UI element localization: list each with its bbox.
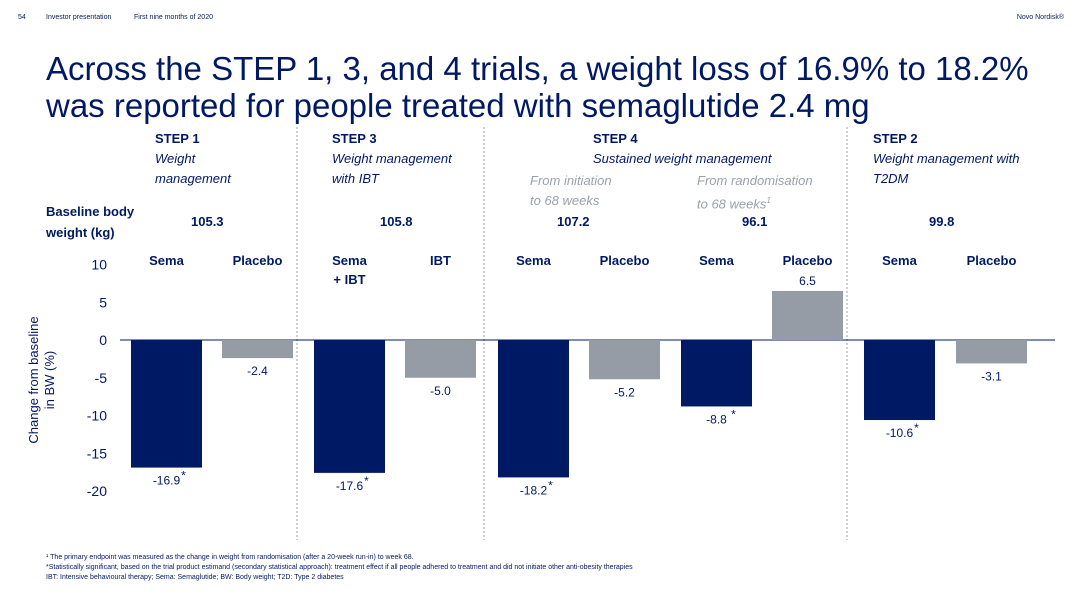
bar-value-label: -5.0	[430, 384, 451, 398]
bar	[681, 340, 752, 407]
bar	[864, 340, 935, 421]
y-tick-label: 0	[99, 332, 107, 348]
footnote-3: IBT: Intensive behavioural therapy; Sema…	[46, 574, 344, 581]
step4-right-sub-2: to 68 weeks	[697, 196, 767, 212]
significance-star: *	[548, 478, 553, 492]
bar-category-label: Sema	[699, 253, 734, 268]
title-line-1: Across the STEP 1, 3, and 4 trials, a we…	[46, 50, 1029, 87]
bar-value-label: -17.6	[336, 479, 364, 493]
step4-left-sub-2: to 68 weeks	[530, 193, 600, 208]
step3-sub-2: with IBT	[332, 171, 379, 186]
bar-category-label: Placebo	[783, 253, 833, 268]
y-tick-label: 10	[91, 257, 107, 273]
step4-right-baseline: 96.1	[742, 214, 768, 229]
step3-name: STEP 3	[332, 131, 377, 146]
y-tick-label: -5	[95, 370, 108, 386]
bar-category-label: + IBT	[333, 272, 365, 287]
y-tick-label: -20	[87, 483, 107, 499]
page-title: Across the STEP 1, 3, and 4 trials, a we…	[46, 50, 1056, 124]
footnote-2: *Statistically significant, based on the…	[46, 564, 633, 571]
significance-star: *	[914, 421, 919, 435]
bar-value-label: -10.6	[886, 426, 914, 440]
bar	[772, 290, 843, 340]
bar	[498, 340, 569, 478]
y-tick-label: 5	[99, 294, 107, 310]
bar	[589, 340, 660, 380]
baseline-label-1: Baseline body	[46, 204, 135, 219]
step3-sub-1: Weight management	[332, 151, 452, 166]
footnote-1: ¹ The primary endpoint was measured as t…	[46, 554, 414, 561]
brand-label: Novo Nordisk®	[1016, 14, 1064, 21]
group-dividers	[296, 127, 848, 540]
bar	[956, 340, 1027, 364]
step2-sub-1: Weight management with	[873, 151, 1020, 166]
bar-value-label: 6.5	[799, 274, 816, 288]
step4-right-sub-1: From randomisation	[697, 173, 813, 188]
step3-header: STEP 3 Weight management with IBT	[332, 131, 452, 189]
bar-category-label: Sema	[332, 253, 367, 268]
bar-value-label: -16.9	[153, 474, 181, 488]
step2-sub-2: T2DM	[873, 171, 909, 186]
step4-left-sub-1: From initiation	[530, 173, 612, 188]
bar-value-label: -8.8	[706, 412, 727, 426]
step3-baseline: 105.8	[380, 214, 413, 229]
step1-header: STEP 1 Weight management	[155, 131, 231, 189]
step4-left-baseline: 107.2	[557, 214, 590, 229]
bar-category-label: Placebo	[967, 253, 1017, 268]
bar-category-label: Sema	[516, 253, 551, 268]
step1-sub-2: management	[155, 171, 231, 186]
step1-baseline: 105.3	[191, 214, 224, 229]
step4-name: STEP 4	[593, 131, 638, 146]
bar	[405, 340, 476, 378]
significance-star: *	[731, 407, 736, 421]
bar-value-label: -18.2	[520, 483, 548, 497]
y-tick-label: -10	[87, 408, 107, 424]
footnote-ref: 1	[766, 196, 771, 205]
bar-value-label: -2.4	[247, 364, 268, 378]
period-label: First nine months of 2020	[134, 14, 213, 21]
baseline-label: Baseline body weight (kg)	[46, 201, 134, 243]
bar-value-label: -3.1	[981, 369, 1002, 383]
significance-star: *	[364, 474, 369, 488]
step2-name: STEP 2	[873, 131, 918, 146]
y-tick-label: -15	[87, 445, 107, 461]
bar-category-label: Sema	[882, 253, 917, 268]
page-number: 54	[18, 14, 26, 21]
step4-sub: Sustained weight management	[593, 151, 772, 166]
step1-sub-1: Weight	[155, 151, 196, 166]
section-label: Investor presentation	[46, 14, 112, 21]
bar	[314, 340, 385, 473]
step2-header: STEP 2 Weight management with T2DM	[873, 131, 1019, 189]
step2-baseline: 99.8	[929, 214, 955, 229]
step4-header: STEP 4 Sustained weight management	[593, 131, 772, 169]
bar-category-label: Sema	[149, 253, 184, 268]
title-line-2: was reported for people treated with sem…	[46, 87, 870, 124]
bar-value-label: -5.2	[614, 385, 635, 399]
bar	[222, 340, 293, 359]
significance-star: *	[181, 469, 186, 483]
step4-right-sub: From randomisation to 68 weeks1	[697, 171, 813, 214]
bar	[131, 340, 202, 468]
step1-name: STEP 1	[155, 131, 200, 146]
bar-category-label: Placebo	[233, 253, 283, 268]
step4-left-sub: From initiation to 68 weeks	[530, 171, 612, 211]
step4-right-sub-2-wrap: to 68 weeks1	[697, 191, 813, 214]
baseline-label-2: weight (kg)	[46, 225, 115, 240]
bar-category-label: Placebo	[600, 253, 650, 268]
bar-category-label: IBT	[430, 253, 451, 268]
